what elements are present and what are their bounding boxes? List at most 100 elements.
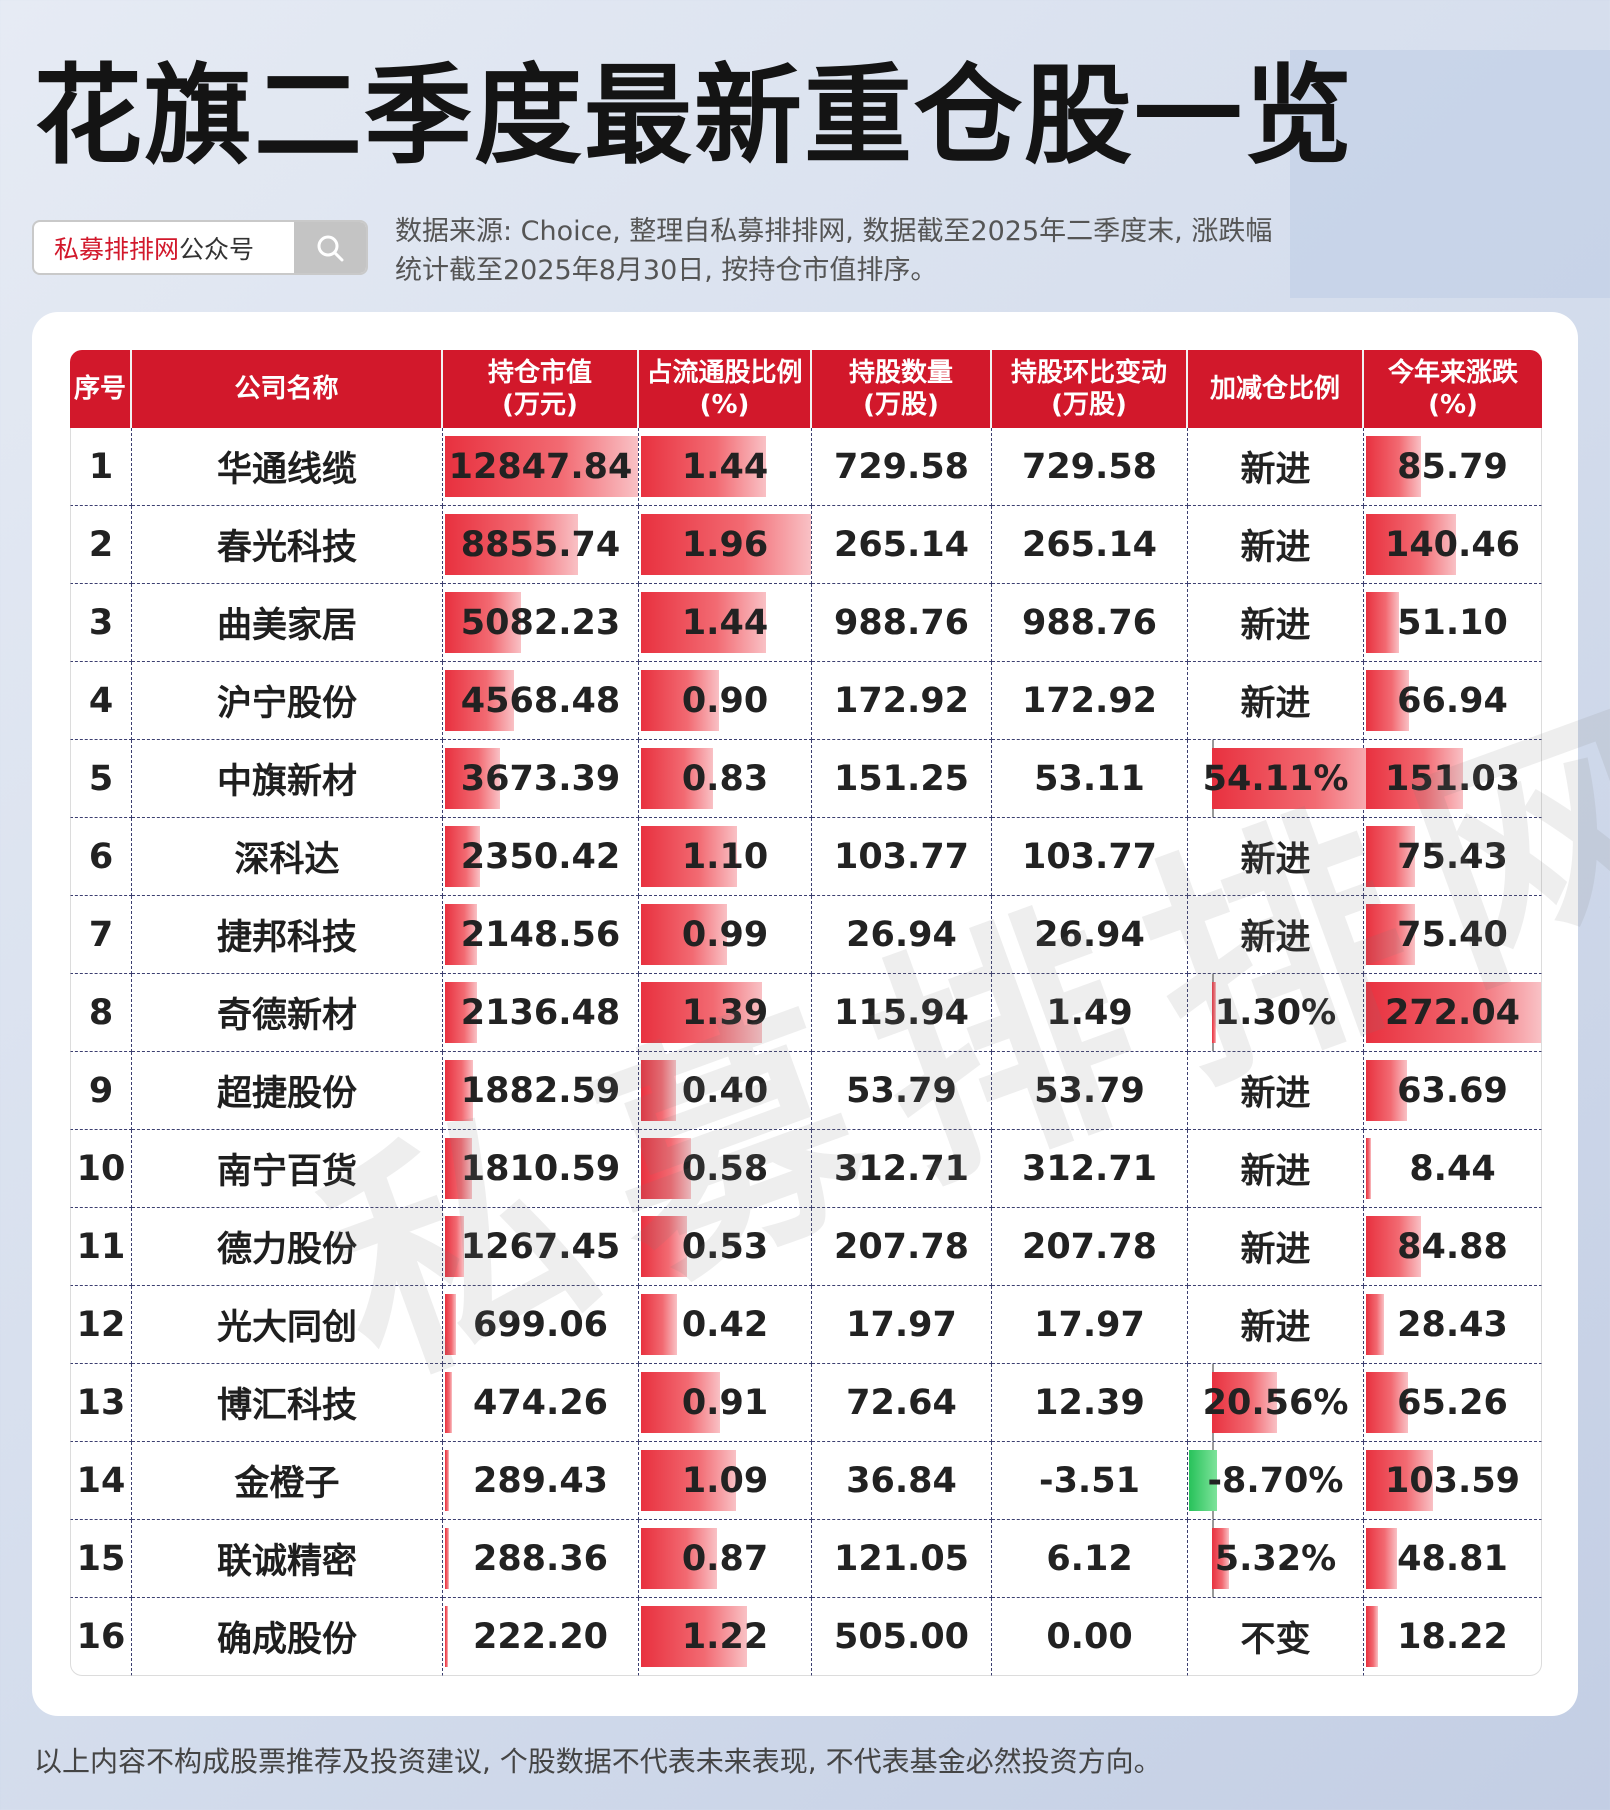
header-shares: 持股数量 (万股) — [812, 350, 992, 428]
cell-add-ratio: 新进 — [1188, 662, 1364, 740]
cell-shares: 729.58 — [812, 428, 992, 506]
cell-market-value: 474.26 — [443, 1364, 639, 1442]
data-bar — [641, 1138, 692, 1199]
cell-market-value: 699.06 — [443, 1286, 639, 1364]
cell-market-value: 5082.23 — [443, 584, 639, 662]
data-bar — [1366, 748, 1464, 809]
cell-ytd: 28.43 — [1364, 1286, 1542, 1364]
table-row: 11 德力股份 1267.45 0.53 207.78 207.78 新进 84.88 — [70, 1208, 1542, 1286]
data-bar — [641, 1606, 747, 1667]
data-bar — [641, 1294, 678, 1355]
data-bar — [1366, 1606, 1378, 1667]
cell-rank: 5 — [70, 740, 132, 818]
data-bar — [641, 1528, 717, 1589]
data-bar — [641, 748, 714, 809]
cell-add-ratio: 5.32% — [1188, 1520, 1364, 1598]
cell-rank-value: 13 — [76, 1382, 126, 1423]
cell-shares-value: 729.58 — [833, 446, 970, 487]
cell-rank-value: 9 — [88, 1070, 114, 1111]
cell-market-value: 1810.59 — [443, 1130, 639, 1208]
cell-rank-value: 7 — [88, 914, 114, 955]
cell-company-name-value: 光大同创 — [216, 1308, 357, 1348]
cell-float-ratio-value: 0.40 — [681, 1070, 769, 1111]
search-label: 私募排排网公众号 — [34, 230, 294, 266]
cell-company-name-value: 超捷股份 — [216, 1074, 357, 1114]
cell-market-value-value: 288.36 — [472, 1538, 609, 1579]
cell-company-name-value: 华通线缆 — [216, 450, 357, 490]
cell-ytd-value: 18.22 — [1397, 1616, 1508, 1657]
cell-company-name: 南宁百货 — [132, 1130, 443, 1208]
cell-change: 26.94 — [992, 896, 1188, 974]
header-market-value: 持仓市值 (万元) — [443, 350, 639, 428]
table-row: 8 奇德新材 2136.48 1.39 115.94 1.49 1.30% 272.04 — [70, 974, 1542, 1052]
cell-add-ratio: 新进 — [1188, 584, 1364, 662]
cell-shares-value: 72.64 — [846, 1382, 957, 1423]
data-bar — [445, 1450, 450, 1511]
data-bar — [445, 670, 514, 731]
cell-rank: 1 — [70, 428, 132, 506]
cell-float-ratio-value: 0.91 — [681, 1382, 769, 1423]
cell-change: 6.12 — [992, 1520, 1188, 1598]
cell-change-value: 12.39 — [1034, 1382, 1145, 1423]
search-brand: 私募排排网 — [54, 234, 180, 264]
table-row: 6 深科达 2350.42 1.10 103.77 103.77 新进 75.43 — [70, 818, 1542, 896]
cell-change-value: 26.94 — [1034, 914, 1145, 955]
disclaimer-footer: 以上内容不构成股票推荐及投资建议, 个股数据不代表未来表现, 不代表基金必然投资… — [34, 1745, 1162, 1778]
table-row: 3 曲美家居 5082.23 1.44 988.76 988.76 新进 51.10 — [70, 584, 1542, 662]
cell-float-ratio-value: 1.09 — [681, 1460, 769, 1501]
cell-float-ratio: 0.90 — [639, 662, 812, 740]
cell-ytd: 272.04 — [1364, 974, 1542, 1052]
cell-change-value: 265.14 — [1021, 524, 1158, 565]
search-button[interactable] — [294, 222, 366, 273]
data-bar — [1366, 1216, 1421, 1277]
cell-company-name: 德力股份 — [132, 1208, 443, 1286]
cell-shares: 103.77 — [812, 818, 992, 896]
cell-shares: 115.94 — [812, 974, 992, 1052]
cell-ytd-value: 48.81 — [1397, 1538, 1508, 1579]
cell-rank-value: 12 — [76, 1304, 126, 1345]
data-bar — [445, 982, 478, 1043]
data-bar — [445, 826, 481, 887]
cell-change: 265.14 — [992, 506, 1188, 584]
cell-ytd-value: 28.43 — [1397, 1304, 1508, 1345]
cell-float-ratio-value: 0.90 — [681, 680, 769, 721]
cell-rank-value: 6 — [88, 836, 114, 877]
cell-ytd-value: 8.44 — [1409, 1148, 1496, 1189]
cell-rank-value: 8 — [88, 992, 114, 1033]
cell-company-name: 联诚精密 — [132, 1520, 443, 1598]
cell-market-value-value: 8855.74 — [460, 524, 621, 565]
cell-add-ratio-value: 20.56% — [1202, 1382, 1349, 1423]
data-bar — [445, 592, 522, 653]
search-box[interactable]: 私募排排网公众号 — [32, 220, 368, 275]
cell-change-value: 312.71 — [1021, 1148, 1158, 1189]
cell-add-ratio: 新进 — [1188, 1208, 1364, 1286]
cell-add-ratio-value: 新进 — [1240, 1074, 1311, 1114]
decorative-panel — [1290, 50, 1610, 298]
cell-company-name: 华通线缆 — [132, 428, 443, 506]
data-bar — [641, 436, 767, 497]
cell-market-value: 289.43 — [443, 1442, 639, 1520]
cell-market-value: 222.20 — [443, 1598, 639, 1676]
table-row: 1 华通线缆 12847.84 1.44 729.58 729.58 新进 85.79 — [70, 428, 1542, 506]
cell-float-ratio: 0.58 — [639, 1130, 812, 1208]
cell-rank: 4 — [70, 662, 132, 740]
cell-ytd: 65.26 — [1364, 1364, 1542, 1442]
cell-market-value: 288.36 — [443, 1520, 639, 1598]
cell-rank: 13 — [70, 1364, 132, 1442]
cell-change: 53.11 — [992, 740, 1188, 818]
cell-change-value: 729.58 — [1021, 446, 1158, 487]
cell-float-ratio-value: 0.99 — [681, 914, 769, 955]
cell-shares: 207.78 — [812, 1208, 992, 1286]
data-bar — [1212, 1528, 1229, 1589]
cell-float-ratio: 0.53 — [639, 1208, 812, 1286]
cell-shares-value: 312.71 — [833, 1148, 970, 1189]
cell-rank: 8 — [70, 974, 132, 1052]
cell-company-name: 捷邦科技 — [132, 896, 443, 974]
cell-float-ratio-value: 0.58 — [681, 1148, 769, 1189]
cell-ytd-value: 51.10 — [1397, 602, 1508, 643]
cell-add-ratio: 1.30% — [1188, 974, 1364, 1052]
data-bar — [1366, 514, 1457, 575]
cell-company-name-value: 联诚精密 — [216, 1542, 357, 1582]
cell-company-name-value: 捷邦科技 — [216, 918, 357, 958]
cell-shares: 53.79 — [812, 1052, 992, 1130]
